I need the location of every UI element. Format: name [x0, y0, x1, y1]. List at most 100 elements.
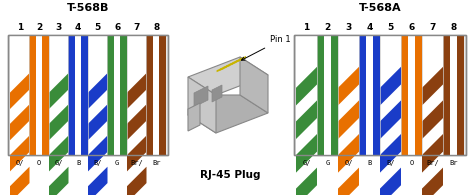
- Polygon shape: [194, 86, 208, 107]
- Bar: [8, 35, 168, 155]
- Text: G/: G/: [302, 160, 311, 166]
- Text: G: G: [325, 160, 329, 166]
- Polygon shape: [380, 168, 401, 195]
- Polygon shape: [422, 134, 443, 173]
- Bar: [88, 35, 108, 155]
- Polygon shape: [338, 134, 359, 173]
- Polygon shape: [233, 59, 239, 64]
- Bar: [153, 35, 159, 155]
- Bar: [443, 35, 464, 155]
- Polygon shape: [127, 136, 146, 171]
- Text: 5: 5: [95, 22, 101, 32]
- Bar: [296, 35, 317, 155]
- Text: 3: 3: [55, 22, 62, 32]
- Polygon shape: [380, 100, 401, 139]
- Text: RJ-45 Plug: RJ-45 Plug: [200, 170, 260, 180]
- Text: 1: 1: [303, 22, 310, 32]
- Polygon shape: [380, 134, 401, 173]
- Polygon shape: [127, 167, 146, 195]
- Text: G/: G/: [55, 160, 63, 166]
- Polygon shape: [212, 85, 222, 102]
- Text: Br: Br: [449, 160, 458, 166]
- Polygon shape: [10, 73, 29, 109]
- Polygon shape: [217, 67, 224, 72]
- Text: B: B: [76, 160, 81, 166]
- Bar: [401, 35, 422, 155]
- Polygon shape: [188, 77, 216, 133]
- Text: 4: 4: [366, 22, 373, 32]
- Bar: [359, 35, 380, 155]
- Text: G: G: [115, 160, 119, 166]
- Polygon shape: [226, 62, 233, 67]
- Polygon shape: [422, 100, 443, 139]
- Text: O: O: [410, 160, 414, 166]
- Text: 7: 7: [429, 22, 436, 32]
- Text: T-568A: T-568A: [359, 3, 401, 13]
- Text: 7: 7: [134, 22, 140, 32]
- Polygon shape: [49, 167, 69, 195]
- Text: 6: 6: [409, 22, 415, 32]
- Text: B/: B/: [386, 160, 395, 166]
- Polygon shape: [236, 58, 243, 63]
- Polygon shape: [127, 73, 146, 109]
- Polygon shape: [296, 67, 317, 105]
- Text: B/: B/: [93, 160, 102, 166]
- Polygon shape: [220, 66, 227, 71]
- Bar: [324, 35, 331, 155]
- Polygon shape: [229, 61, 237, 66]
- Bar: [294, 35, 466, 155]
- Polygon shape: [10, 167, 29, 195]
- Bar: [114, 35, 120, 155]
- Bar: [10, 35, 29, 155]
- Bar: [49, 35, 69, 155]
- Bar: [146, 35, 166, 155]
- Polygon shape: [88, 104, 108, 140]
- Polygon shape: [422, 67, 443, 105]
- Bar: [36, 35, 42, 155]
- Bar: [127, 35, 146, 155]
- Text: 4: 4: [75, 22, 82, 32]
- Polygon shape: [49, 73, 69, 109]
- Text: O/: O/: [16, 160, 24, 166]
- Polygon shape: [223, 64, 230, 69]
- Polygon shape: [239, 56, 246, 61]
- Polygon shape: [10, 104, 29, 140]
- Text: B: B: [367, 160, 372, 166]
- Text: 3: 3: [346, 22, 352, 32]
- Text: 8: 8: [153, 22, 159, 32]
- Text: 1: 1: [17, 22, 23, 32]
- Polygon shape: [338, 100, 359, 139]
- Polygon shape: [296, 168, 317, 195]
- Polygon shape: [188, 57, 268, 95]
- Text: O/: O/: [344, 160, 353, 166]
- Polygon shape: [49, 104, 69, 140]
- Bar: [317, 35, 338, 155]
- Text: 2: 2: [324, 22, 331, 32]
- Text: Br/: Br/: [426, 160, 439, 166]
- Text: Pin 1: Pin 1: [241, 35, 291, 60]
- Polygon shape: [49, 136, 69, 171]
- Text: Br/: Br/: [130, 160, 143, 166]
- Polygon shape: [240, 57, 268, 113]
- Text: O: O: [37, 160, 41, 166]
- Polygon shape: [127, 104, 146, 140]
- Polygon shape: [422, 168, 443, 195]
- Polygon shape: [10, 136, 29, 171]
- Polygon shape: [338, 67, 359, 105]
- Bar: [408, 35, 415, 155]
- Bar: [422, 35, 443, 155]
- Polygon shape: [88, 136, 108, 171]
- Bar: [366, 35, 373, 155]
- Polygon shape: [188, 95, 268, 133]
- Bar: [450, 35, 456, 155]
- Polygon shape: [296, 100, 317, 139]
- Text: Br: Br: [152, 160, 161, 166]
- Text: T-568B: T-568B: [67, 3, 109, 13]
- Bar: [29, 35, 49, 155]
- Text: 2: 2: [36, 22, 42, 32]
- Text: 5: 5: [387, 22, 393, 32]
- Polygon shape: [88, 167, 108, 195]
- Polygon shape: [188, 103, 200, 131]
- Bar: [108, 35, 127, 155]
- Text: 8: 8: [450, 22, 456, 32]
